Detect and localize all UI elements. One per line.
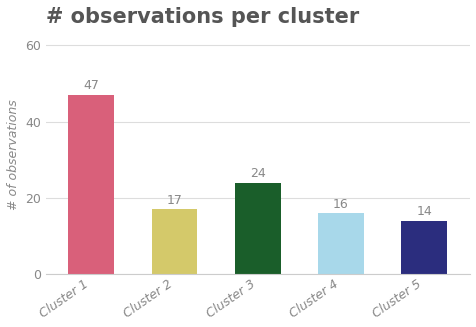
- Bar: [68, 95, 114, 274]
- Text: 47: 47: [83, 79, 99, 93]
- Bar: [400, 221, 446, 274]
- Text: # observations per cluster: # observations per cluster: [45, 7, 358, 27]
- Text: 16: 16: [332, 198, 348, 211]
- Text: 24: 24: [249, 167, 265, 180]
- Y-axis label: # of observations: # of observations: [7, 99, 20, 210]
- Bar: [234, 183, 280, 274]
- Text: 17: 17: [166, 194, 182, 207]
- Bar: [317, 213, 363, 274]
- Bar: [151, 210, 197, 274]
- Text: 14: 14: [416, 205, 431, 218]
